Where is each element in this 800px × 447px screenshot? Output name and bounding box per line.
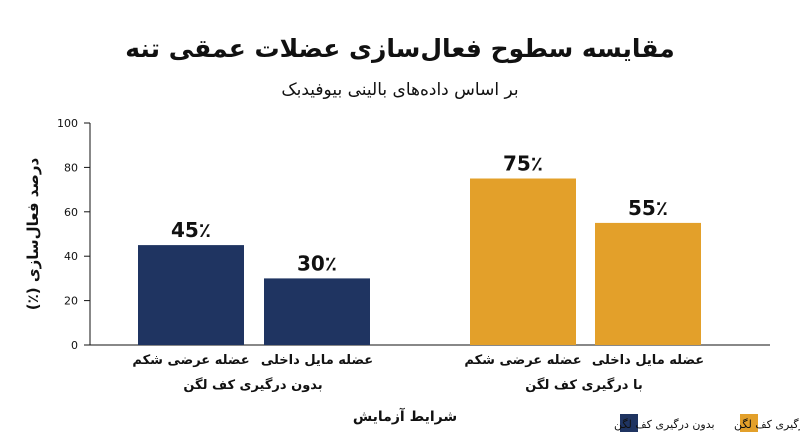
- chart-title: مقایسه سطوح فعال‌سازی عضلات عمقی تنه: [125, 34, 675, 63]
- bar: [138, 245, 244, 345]
- x-tick-label: عضله عرضی شکم: [464, 353, 581, 368]
- x-tick-label: عضله عرضی شکم: [132, 353, 249, 368]
- y-tick-label: 60: [64, 206, 78, 219]
- legend-swatch: [620, 414, 638, 432]
- y-tick-label: 100: [57, 117, 78, 130]
- bar-value-label: 30٪: [297, 251, 337, 275]
- x-tick-label: عضله مایل داخلی: [261, 353, 373, 368]
- y-tick-label: 20: [64, 295, 78, 308]
- y-tick-label: 40: [64, 250, 78, 263]
- bar-value-label: 75٪: [503, 152, 543, 176]
- y-tick-label: 0: [71, 339, 78, 352]
- x-axis-title: شرایط آزمایش: [353, 407, 457, 425]
- group-label: بدون درگیری کف لگن: [183, 377, 322, 393]
- x-tick-label: عضله مایل داخلی: [592, 353, 704, 368]
- y-tick-label: 80: [64, 161, 78, 174]
- bar-value-label: 45٪: [171, 218, 211, 242]
- y-axis-title: درصد فعال‌سازی (٪): [24, 157, 42, 310]
- bar: [470, 178, 576, 345]
- bar: [264, 278, 370, 345]
- bar: [595, 222, 701, 345]
- legend-swatch: [740, 414, 758, 432]
- bar-value-label: 55٪: [628, 196, 668, 220]
- legend-label: با درگیری کف لگن: [734, 418, 800, 431]
- chart-subtitle: بر اساس داده‌های بالینی بیوفیدبک: [281, 80, 519, 100]
- legend-label: بدون درگیری کف لگن: [614, 418, 715, 431]
- group-label: با درگیری کف لگن: [525, 377, 643, 393]
